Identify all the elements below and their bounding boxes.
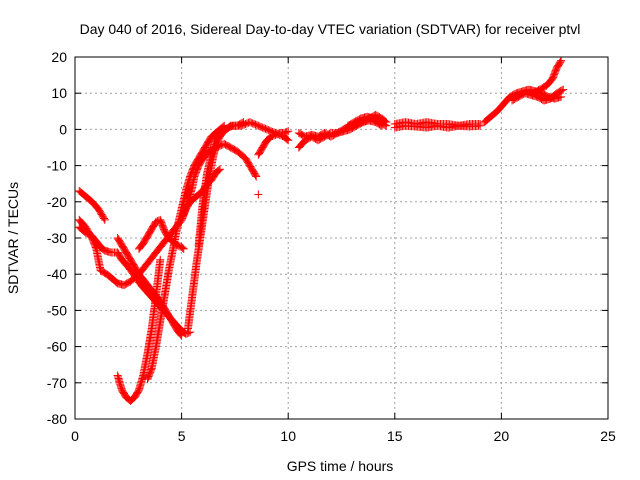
data-point [176, 330, 185, 339]
x-tick-labels: 0 5 10 15 20 25 [71, 428, 616, 444]
data-point [282, 127, 291, 136]
series-arc-f [143, 121, 229, 384]
data-point [100, 214, 109, 223]
x-tick-label: 5 [178, 428, 186, 444]
x-tick-label: 10 [280, 428, 296, 444]
y-tick-label: -10 [47, 158, 67, 174]
series-outlier [254, 190, 263, 199]
chart-title: Day 040 of 2016, Sidereal Day-to-day VTE… [80, 21, 581, 37]
data-point [186, 328, 195, 337]
data-point [214, 166, 223, 175]
y-tick-label: 10 [51, 85, 67, 101]
series-arc-s [529, 56, 566, 98]
data-point [178, 243, 187, 252]
series-arc-p [390, 121, 485, 132]
data-point [215, 165, 224, 174]
y-tick-label: -50 [47, 302, 67, 318]
series-arc-e [113, 255, 165, 405]
data-point [382, 121, 391, 130]
y-tick-label: -40 [47, 266, 67, 282]
data-points [75, 56, 568, 405]
data-point [557, 56, 566, 65]
x-tick-label: 15 [387, 428, 403, 444]
data-point [380, 121, 389, 130]
data-point [252, 172, 261, 181]
y-tick-label: -70 [47, 375, 67, 391]
x-axis-label: GPS time / hours [287, 458, 394, 474]
data-point [184, 328, 193, 337]
data-point [559, 85, 568, 94]
series-arc-g [134, 215, 188, 253]
y-tick-label: 20 [51, 49, 67, 65]
y-tick-label: -20 [47, 194, 67, 210]
axis-ticks [74, 56, 609, 420]
data-point [282, 134, 291, 143]
data-point [283, 135, 292, 144]
x-tick-label: 0 [71, 428, 79, 444]
series-arc-a [75, 186, 109, 224]
y-tick-label: -30 [47, 230, 67, 246]
grid-lines [75, 57, 608, 419]
data-point [251, 171, 260, 180]
series-arc-n [343, 112, 391, 130]
data-point [556, 57, 565, 66]
data-point [254, 190, 263, 199]
y-axis-label: SDTVAR / TECUs [5, 182, 21, 294]
y-tick-label: -60 [47, 339, 67, 355]
data-point [177, 243, 186, 252]
data-point [179, 244, 188, 253]
data-point [177, 331, 186, 340]
y-tick-label: -80 [47, 411, 67, 427]
series-arc-k [254, 127, 293, 159]
data-point [156, 255, 165, 264]
y-tick-labels: -80 -70 -60 -50 -40 -30 -20 -10 0 10 20 [47, 49, 67, 427]
data-point [213, 167, 222, 176]
x-tick-label: 25 [600, 428, 616, 444]
x-tick-label: 20 [494, 428, 510, 444]
data-point [284, 127, 293, 136]
y-tick-label: 0 [59, 121, 67, 137]
data-point [557, 86, 566, 95]
data-point [100, 215, 109, 224]
series-arc-r [508, 85, 568, 105]
data-point [284, 136, 293, 145]
data-point [476, 121, 485, 130]
